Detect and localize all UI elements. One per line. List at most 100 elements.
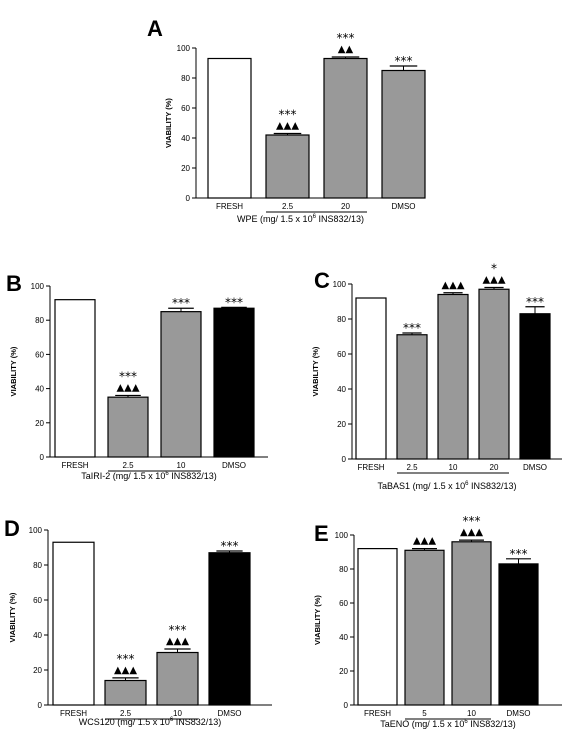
category-label: DMSO — [392, 202, 416, 211]
bar-2.5 — [104, 679, 147, 706]
bar-2.5 — [396, 334, 428, 460]
bar-dmso — [208, 552, 251, 706]
y-tick-label: 80 — [35, 316, 44, 325]
significance-stars: * — [491, 262, 497, 276]
bar-10 — [160, 311, 202, 458]
y-axis-title: VIABILITY (%) — [8, 592, 17, 642]
bar-dmso — [498, 563, 539, 706]
category-label: FRESH — [357, 463, 384, 472]
significance-stars: *** — [117, 652, 135, 666]
y-tick-label: 100 — [29, 526, 43, 535]
x-title-exponent: 6 — [313, 214, 317, 220]
x-title-unit: (mg/ 1.5 x 10 — [412, 719, 465, 729]
y-tick-label: 20 — [33, 666, 42, 675]
chart-panel-e: E 0 20 40 60 80 100 VIABILITY (%) FRESH 5 ▲▲▲ 10 ▲▲▲… — [313, 514, 562, 729]
significance-stars: *** — [279, 108, 297, 122]
bar-10 — [156, 651, 199, 706]
y-tick-label: 0 — [38, 701, 43, 710]
y-axis-title: VIABILITY (%) — [164, 98, 173, 148]
x-axis-title: WPE (mg/ 1.5 x 106 INS832/13) — [237, 214, 364, 224]
panel-letter: D — [4, 516, 20, 541]
bar-fresh — [54, 299, 96, 458]
bar-5 — [404, 549, 445, 706]
y-tick-label: 20 — [339, 667, 348, 676]
x-title-cells: INS832/13) — [470, 719, 516, 729]
category-label: 10 — [467, 709, 476, 718]
x-title-unit: (mg/ 1.5 x 10 — [413, 481, 466, 491]
x-title-cells: INS832/13) — [171, 471, 217, 481]
significance-stars: *** — [337, 31, 355, 45]
y-tick-label: 0 — [40, 453, 45, 462]
y-tick-label: 40 — [33, 631, 42, 640]
significance-triangles: ▲▲▲ — [460, 527, 483, 538]
y-tick-label: 40 — [35, 385, 44, 394]
x-title-prefix: TaBAS1 — [378, 481, 411, 491]
y-tick-label: 80 — [33, 561, 42, 570]
category-label: DMSO — [222, 461, 246, 470]
bar-fresh — [207, 57, 252, 199]
y-axis-title: VIABILITY (%) — [313, 595, 322, 645]
significance-triangles: ▲▲▲ — [114, 665, 137, 676]
bar-2.5 — [265, 134, 310, 199]
y-tick-label: 60 — [181, 104, 190, 113]
x-title-unit: (mg/ 1.5 x 10 — [260, 214, 313, 224]
bar-fresh — [355, 297, 387, 460]
y-tick-label: 20 — [337, 420, 346, 429]
y-tick-label: 60 — [35, 350, 44, 359]
x-axis-title: TaBAS1 (mg/ 1.5 x 106 INS832/13) — [378, 481, 517, 491]
significance-triangles: ▲▲▲ — [413, 536, 436, 547]
x-axis-title: TaENO (mg/ 1.5 x 106 INS832/13) — [380, 719, 515, 729]
category-label: 2.5 — [282, 202, 294, 211]
significance-triangles: ▲▲▲ — [482, 275, 505, 286]
y-tick-label: 0 — [186, 194, 191, 203]
panel-letter: C — [314, 268, 330, 293]
significance-stars: *** — [119, 369, 137, 383]
x-title-prefix: WPE — [237, 214, 258, 224]
bar-10 — [451, 541, 492, 706]
significance-triangles: ▲▲ — [338, 44, 354, 55]
x-title-exponent: 6 — [165, 471, 169, 477]
bar-fresh — [52, 541, 95, 706]
significance-stars: *** — [395, 54, 413, 68]
y-tick-label: 80 — [337, 315, 346, 324]
y-tick-label: 80 — [339, 565, 348, 574]
y-tick-label: 40 — [339, 633, 348, 642]
panel-letter: A — [147, 16, 163, 41]
category-label: DMSO — [218, 709, 242, 718]
category-label: FRESH — [60, 709, 87, 718]
significance-stars: *** — [403, 321, 421, 335]
x-title-unit: (mg/ 1.5 x 10 — [113, 471, 166, 481]
y-tick-label: 40 — [337, 385, 346, 394]
bar-dmso — [381, 69, 426, 199]
panel-letter: E — [314, 521, 329, 546]
y-tick-label: 60 — [33, 596, 42, 605]
x-title-unit: (mg/ 1.5 x 10 — [117, 717, 170, 727]
category-label: FRESH — [216, 202, 243, 211]
x-title-cells: INS832/13) — [176, 717, 222, 727]
bar-2.5 — [107, 396, 149, 458]
significance-triangles: ▲▲▲ — [166, 636, 189, 647]
bar-20 — [323, 57, 368, 199]
y-axis-title: VIABILITY (%) — [311, 346, 320, 396]
x-title-cells: INS832/13) — [318, 214, 364, 224]
significance-stars: *** — [526, 295, 544, 309]
y-tick-label: 100 — [31, 282, 45, 291]
significance-stars: *** — [221, 539, 239, 553]
x-title-exponent: 6 — [464, 719, 468, 725]
category-label: 20 — [341, 202, 350, 211]
significance-stars: *** — [510, 547, 528, 561]
category-label: 20 — [490, 463, 499, 472]
x-title-prefix: TaIRI-2 — [81, 471, 110, 481]
category-label: FRESH — [61, 461, 88, 470]
x-title-cells: INS832/13) — [471, 481, 517, 491]
category-label: 10 — [173, 709, 182, 718]
y-tick-label: 0 — [342, 455, 347, 464]
bar-dmso — [519, 313, 551, 460]
x-axis-title: TaIRI-2 (mg/ 1.5 x 106 INS832/13) — [81, 471, 216, 481]
y-tick-label: 20 — [35, 419, 44, 428]
bar-fresh — [357, 547, 398, 706]
y-tick-label: 40 — [181, 134, 190, 143]
